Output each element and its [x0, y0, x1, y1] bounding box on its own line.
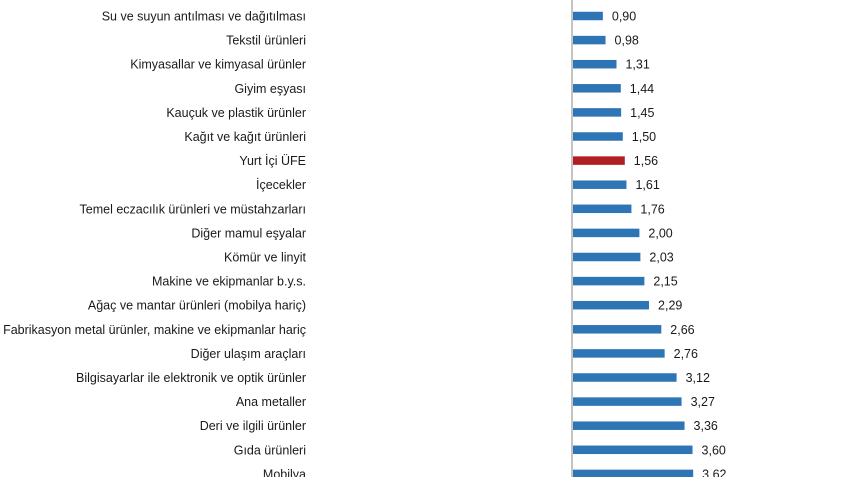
bar [573, 59, 617, 69]
category-label: Ana metaller [236, 395, 306, 409]
value-label: 1,76 [640, 202, 664, 216]
bar [573, 325, 662, 334]
category-label: Gıda ürünleri [234, 443, 306, 457]
value-label: 0,90 [612, 10, 636, 24]
value-label: 3,12 [686, 371, 710, 385]
category-label: Tekstil ürünleri [226, 34, 306, 48]
bar [573, 469, 694, 477]
value-label: 2,76 [674, 347, 698, 361]
bar [573, 397, 682, 406]
category-label: Kauçuk ve plastik ürünler [166, 106, 306, 120]
category-label: Ağaç ve mantar ürünleri (mobilya hariç) [88, 299, 306, 313]
bar [573, 84, 621, 93]
category-label: Kimyasallar ve kimyasal ürünler [130, 58, 306, 72]
value-label: 3,27 [691, 395, 715, 409]
bar [573, 108, 622, 117]
bar [573, 300, 650, 310]
bar [573, 252, 641, 262]
bars-group [573, 11, 694, 477]
category-label: Makine ve ekipmanlar b.y.s. [152, 275, 306, 289]
bar [573, 421, 685, 430]
value-labels-group: 0,90 0,98 1,31 1,44 1,45 1,50 1,56 1,61 1,76 2,00… [612, 10, 727, 477]
bar [573, 445, 693, 455]
value-label: 2,29 [658, 299, 682, 313]
value-label: 2,03 [649, 251, 673, 265]
bar [573, 35, 606, 45]
category-label: Deri ve ilgili ürünler [200, 419, 306, 433]
category-label: Yurt İçi ÜFE [239, 154, 306, 168]
value-label: 2,15 [653, 275, 677, 289]
bar [573, 180, 627, 189]
value-label: 2,66 [670, 323, 694, 337]
value-label: 1,31 [625, 58, 649, 72]
category-labels-group: Su ve suyun antılması ve dağıtılması Teks… [3, 10, 306, 477]
category-label: Temel eczacılık ürünleri ve müstahzarlar… [80, 202, 306, 216]
value-label: 3,60 [702, 443, 726, 457]
value-label: 3,62 [702, 467, 726, 477]
bar-highlight [573, 156, 625, 165]
category-label: İçecekler [256, 178, 306, 192]
value-label: 3,36 [694, 419, 718, 433]
value-label: 2,00 [648, 226, 672, 240]
bar [573, 373, 677, 382]
category-label: Kağıt ve kağıt ürünleri [184, 130, 306, 144]
category-label: Kömür ve linyit [224, 251, 306, 265]
category-label: Fabrikasyon metal ürünler, makine ve eki… [3, 323, 306, 337]
category-label: Diğer ulaşım araçları [191, 347, 306, 361]
value-label: 1,50 [632, 130, 656, 144]
category-label: Diğer mamul eşyalar [191, 226, 306, 240]
value-label: 1,61 [635, 178, 659, 192]
category-label: Mobilya [263, 467, 306, 477]
value-label: 1,45 [630, 106, 654, 120]
bar [573, 349, 665, 358]
bar [573, 276, 645, 286]
value-label: 1,44 [630, 82, 654, 96]
bar [573, 204, 632, 214]
bar [573, 228, 640, 238]
value-label: 1,56 [634, 154, 658, 168]
category-label: Giyim eşyası [234, 82, 306, 96]
bar [573, 11, 603, 21]
bar [573, 132, 623, 141]
value-label: 0,98 [615, 34, 639, 48]
category-label: Su ve suyun antılması ve dağıtılması [102, 10, 306, 24]
category-label: Bilgisayarlar ile elektronik ve optik ür… [76, 371, 306, 385]
